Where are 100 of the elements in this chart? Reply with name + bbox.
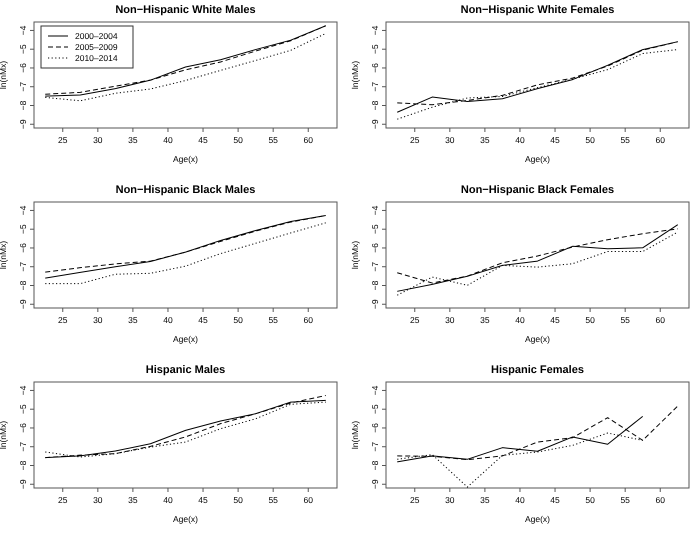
x-tick-label: 45	[550, 135, 560, 145]
x-axis-title: Age(x)	[172, 154, 198, 164]
x-tick-label: 40	[163, 315, 173, 325]
x-axis-title: Age(x)	[524, 514, 550, 524]
y-tick-label: −6	[18, 62, 28, 73]
y-tick-label: −5	[18, 44, 28, 54]
chart-title: Non−Hispanic Black Females	[460, 184, 614, 196]
x-tick-label: 30	[93, 315, 103, 325]
y-tick-label: −5	[18, 404, 28, 414]
x-tick-label: 50	[233, 135, 244, 145]
x-tick-label: 30	[445, 495, 455, 505]
x-tick-label: 30	[445, 315, 455, 325]
x-tick-label: 35	[480, 135, 490, 145]
x-axis-title: Age(x)	[172, 514, 198, 524]
y-tick-label: −4	[18, 205, 28, 216]
x-tick-label: 25	[410, 495, 420, 505]
x-tick-label: 55	[268, 315, 278, 325]
y-tick-label: −8	[370, 100, 380, 110]
y-tick-label: −4	[370, 205, 380, 216]
x-tick-label: 30	[445, 135, 455, 145]
x-tick-label: 30	[93, 495, 103, 505]
x-tick-label: 50	[585, 495, 596, 505]
y-axis-title: ln(nMx)	[350, 60, 360, 90]
y-tick-label: −9	[370, 479, 380, 490]
y-tick-label: −8	[370, 280, 380, 290]
y-tick-label: −8	[18, 100, 28, 110]
x-tick-label: 50	[585, 315, 596, 325]
x-tick-label: 40	[515, 135, 525, 145]
x-tick-label: 35	[128, 315, 138, 325]
x-tick-label: 35	[480, 495, 490, 505]
x-tick-label: 40	[163, 495, 173, 505]
x-axis-title: Age(x)	[172, 334, 198, 344]
y-tick-label: −8	[370, 460, 380, 470]
y-tick-label: −5	[370, 404, 380, 414]
y-tick-label: −6	[370, 242, 380, 253]
y-tick-label: −5	[370, 224, 380, 234]
y-tick-label: −4	[18, 25, 28, 36]
y-tick-label: −7	[18, 442, 28, 452]
y-tick-label: −7	[370, 82, 380, 92]
x-axis-title: Age(x)	[524, 154, 550, 164]
legend-label: 2010–2014	[75, 53, 118, 63]
x-tick-label: 55	[268, 135, 278, 145]
x-tick-label: 50	[233, 495, 244, 505]
y-axis-title: ln(nMx)	[0, 420, 8, 450]
chart-title: Non−Hispanic White Females	[460, 4, 614, 16]
y-axis-title: ln(nMx)	[350, 420, 360, 450]
x-tick-label: 45	[198, 315, 208, 325]
x-tick-label: 50	[585, 135, 596, 145]
legend-label: 2000–2004	[75, 31, 118, 41]
x-tick-label: 25	[410, 135, 420, 145]
y-tick-label: −9	[370, 119, 380, 130]
x-tick-label: 60	[656, 135, 666, 145]
x-tick-label: 55	[268, 495, 278, 505]
x-tick-label: 60	[656, 315, 666, 325]
x-tick-label: 50	[233, 315, 244, 325]
x-tick-label: 40	[515, 495, 525, 505]
y-axis-title: ln(nMx)	[350, 240, 360, 270]
y-tick-label: −9	[18, 299, 28, 310]
x-axis-title: Age(x)	[524, 334, 550, 344]
y-tick-label: −7	[370, 262, 380, 272]
x-tick-label: 60	[304, 315, 314, 325]
x-tick-label: 35	[128, 495, 138, 505]
chart-title: Non−Hispanic White Males	[115, 4, 256, 16]
x-tick-label: 35	[480, 315, 490, 325]
y-tick-label: −6	[370, 422, 380, 433]
y-axis-title: ln(nMx)	[0, 240, 8, 270]
y-tick-label: −8	[18, 460, 28, 470]
y-tick-label: −9	[370, 299, 380, 310]
y-tick-label: −4	[18, 385, 28, 396]
y-tick-label: −8	[18, 280, 28, 290]
x-tick-label: 60	[304, 135, 314, 145]
y-tick-label: −6	[18, 422, 28, 433]
x-tick-label: 30	[93, 135, 103, 145]
y-tick-label: −6	[370, 62, 380, 73]
x-tick-label: 45	[550, 315, 560, 325]
x-tick-label: 40	[163, 135, 173, 145]
y-axis-title: ln(nMx)	[0, 60, 8, 90]
chart-title: Hispanic Females	[491, 364, 584, 376]
x-tick-label: 25	[58, 135, 68, 145]
x-tick-label: 45	[198, 135, 208, 145]
x-tick-label: 35	[128, 135, 138, 145]
y-tick-label: −7	[18, 82, 28, 92]
x-tick-label: 25	[58, 315, 68, 325]
x-tick-label: 25	[410, 315, 420, 325]
x-tick-label: 55	[620, 135, 630, 145]
y-tick-label: −4	[370, 25, 380, 36]
y-tick-label: −5	[18, 224, 28, 234]
y-tick-label: −9	[18, 119, 28, 130]
x-tick-label: 25	[58, 495, 68, 505]
y-tick-label: −6	[18, 242, 28, 253]
x-tick-label: 45	[550, 495, 560, 505]
x-tick-label: 60	[656, 495, 666, 505]
x-tick-label: 60	[304, 495, 314, 505]
x-tick-label: 45	[198, 495, 208, 505]
chart-title: Hispanic Males	[146, 364, 226, 376]
x-tick-label: 40	[515, 315, 525, 325]
y-tick-label: −7	[18, 262, 28, 272]
x-tick-label: 55	[620, 495, 630, 505]
legend-label: 2005–2009	[75, 42, 118, 52]
chart-title: Non−Hispanic Black Males	[116, 184, 256, 196]
